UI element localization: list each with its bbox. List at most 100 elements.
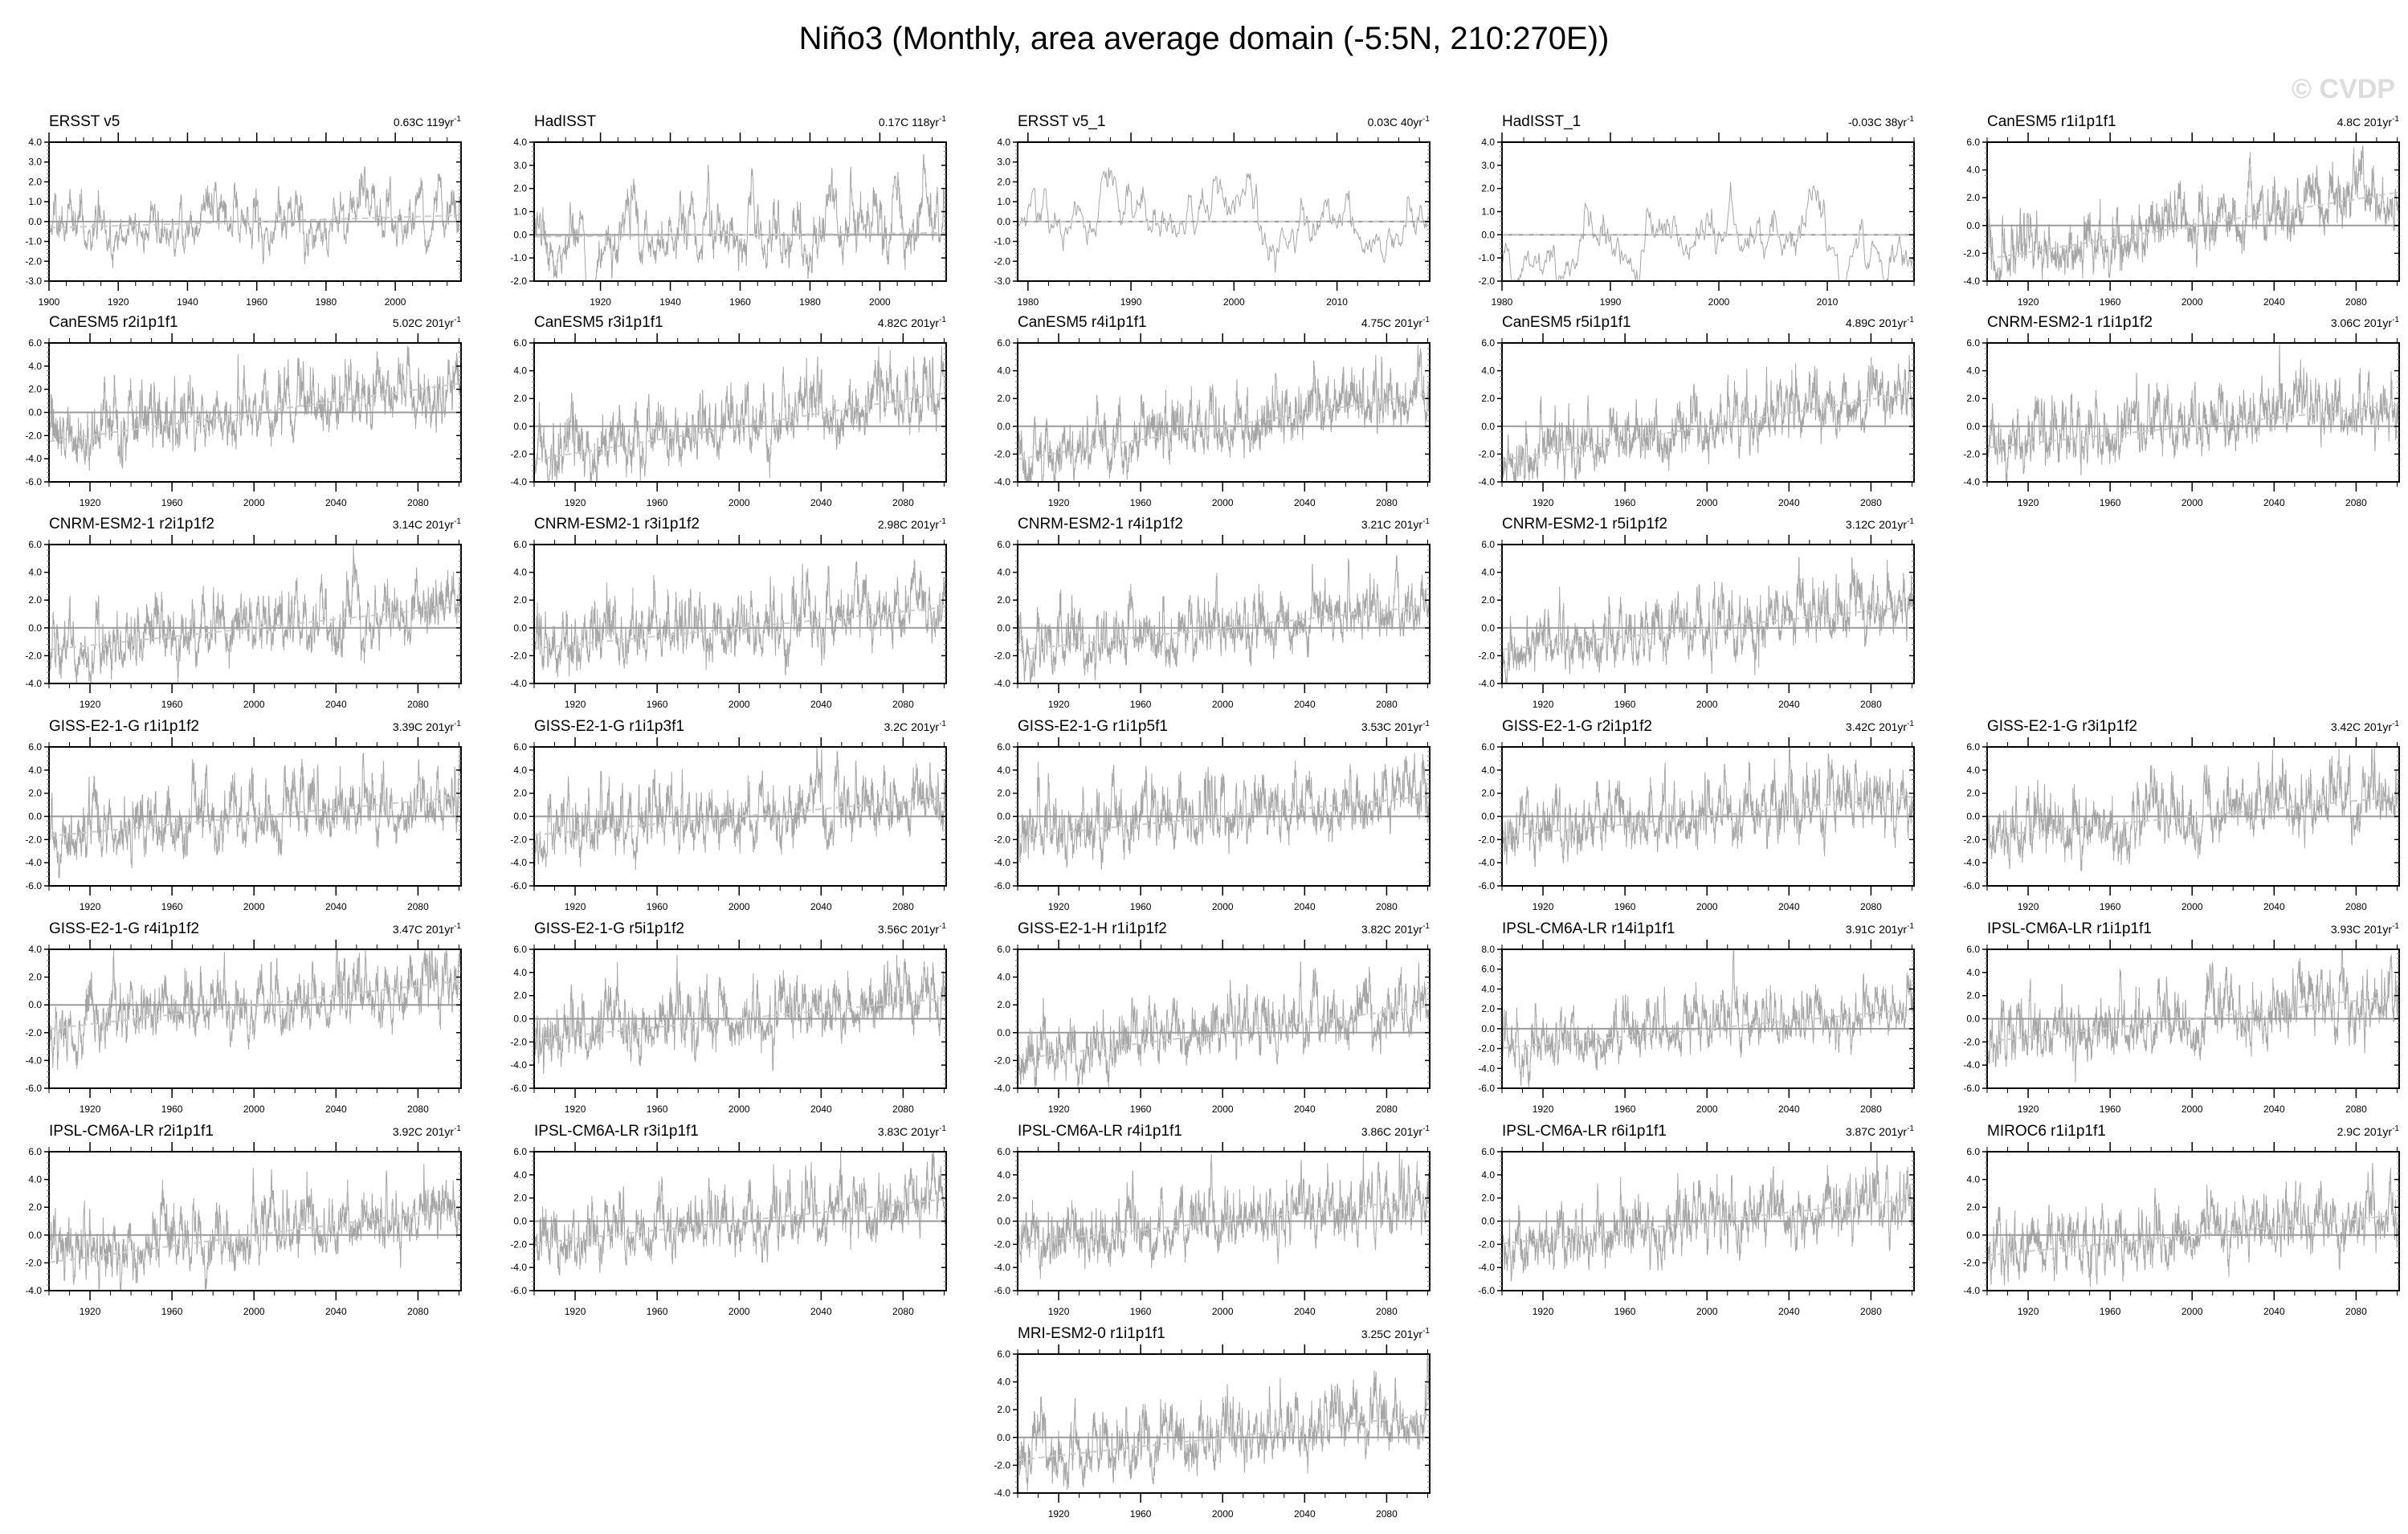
- x-tick-label: 2040: [810, 699, 832, 710]
- plot-frame: [533, 141, 947, 282]
- x-tick-label: 2080: [892, 1104, 914, 1115]
- x-tick-label: 2080: [1860, 1306, 1882, 1317]
- y-tick-label: 6.0: [513, 944, 527, 955]
- anomaly-series-line: [1017, 167, 1430, 273]
- y-tick-label: 2.0: [513, 788, 527, 799]
- trend-value: 4.82C: [878, 316, 908, 329]
- y-tick-label: -2.0: [1478, 834, 1495, 845]
- trend-line: [1986, 404, 2400, 449]
- x-tick-label: 1960: [1614, 497, 1636, 508]
- x-tick-label: 2040: [325, 901, 347, 912]
- trend-label: 3.47C 201yr-1: [393, 922, 462, 936]
- trend-value: 3.56C: [878, 923, 908, 936]
- y-tick-label: -2.0: [1963, 834, 1980, 845]
- trend-exponent: -1: [1907, 517, 1914, 526]
- y-tick-label: 4.0: [28, 567, 42, 578]
- y-tick-label: 0.0: [997, 622, 1010, 634]
- y-tick-label: -4.0: [1963, 857, 1980, 868]
- x-tick-label: 2000: [729, 1306, 750, 1317]
- y-tick-label: -2.0: [994, 1055, 1010, 1066]
- plot-frame: [1501, 544, 1915, 684]
- y-tick-label: 4.0: [1481, 983, 1495, 994]
- y-tick-label: 6.0: [28, 337, 42, 349]
- y-tick-label: -2.0: [1478, 1238, 1495, 1250]
- panel: GISS-E2-1-G r2i1p1f2 3.42C 201yr-1 -6.0 -4.…: [1478, 718, 1915, 912]
- y-tick-label: 0.0: [997, 421, 1010, 432]
- trend-exponent: -1: [2392, 316, 2399, 324]
- y-tick-label: 0.0: [28, 407, 42, 418]
- trend-exponent: -1: [454, 1124, 461, 1133]
- x-tick-label: 2040: [810, 497, 832, 508]
- y-tick-label: 2.0: [997, 788, 1010, 799]
- trend-exponent: -1: [1907, 1124, 1914, 1133]
- trend-label: 0.03C 40yr-1: [1368, 115, 1431, 129]
- y-tick-label: 4.0: [997, 567, 1010, 578]
- panel: IPSL-CM6A-LR r1i1p1f1 3.93C 201yr-1 -6.0 -4…: [1963, 920, 2400, 1115]
- trend-value: 2.9C: [2337, 1125, 2361, 1138]
- y-tick-label: -4.0: [994, 1262, 1010, 1273]
- x-tick-label: 2040: [325, 1306, 347, 1317]
- cvdp-watermark: © CVDP: [2292, 74, 2395, 104]
- trend-period: 201yr: [911, 1125, 939, 1138]
- trend-exponent: -1: [939, 115, 946, 124]
- y-tick-label: -2.0: [1478, 448, 1495, 459]
- x-tick-label: 2040: [2263, 1104, 2285, 1115]
- trend-label: 3.82C 201yr-1: [1361, 922, 1431, 936]
- y-tick-label: -2.0: [994, 1238, 1010, 1250]
- y-tick-label: 2.0: [28, 788, 42, 799]
- y-tick-label: -2.0: [1963, 1036, 1980, 1047]
- plot-frame: [1017, 1353, 1431, 1494]
- y-tick-label: -2.0: [994, 650, 1010, 661]
- trend-label: 3.42C 201yr-1: [1846, 720, 1915, 733]
- y-tick-label: 2.0: [997, 594, 1010, 606]
- anomaly-series-line: [48, 346, 462, 471]
- x-tick-label: 2040: [325, 1104, 347, 1115]
- trend-value: 4.89C: [1846, 316, 1875, 329]
- trend-line: [48, 214, 462, 229]
- y-tick-label: 4.0: [28, 1174, 42, 1185]
- trend-value: 3.53C: [1361, 720, 1391, 733]
- x-tick-label: 1960: [647, 1104, 668, 1115]
- anomaly-series-line: [1986, 949, 2400, 1083]
- anomaly-series-line: [1986, 746, 2400, 871]
- y-tick-label: 2.0: [513, 990, 527, 1002]
- x-tick-label: 2080: [1376, 699, 1398, 710]
- trend-value: 2.98C: [878, 518, 908, 531]
- y-tick-label: -4.0: [994, 678, 1010, 689]
- panel-title: CanESM5 r4i1p1f1: [1018, 314, 1147, 331]
- trend-label: 3.87C 201yr-1: [1846, 1124, 1915, 1138]
- x-tick-label: 2000: [385, 296, 406, 308]
- y-tick-label: -6.0: [1478, 880, 1495, 891]
- panel-title: CNRM-ESM2-1 r3i1p1f2: [534, 516, 700, 532]
- y-tick-label: 4.0: [1966, 165, 1980, 176]
- y-tick-label: -1.0: [1478, 252, 1495, 263]
- trend-value: 3.25C: [1361, 1328, 1391, 1340]
- x-tick-label: 1960: [647, 699, 668, 710]
- x-tick-label: 2080: [2345, 901, 2367, 912]
- x-tick-label: 2080: [1860, 497, 1882, 508]
- trend-period: 201yr: [2364, 1125, 2392, 1138]
- x-tick-label: 2000: [2181, 901, 2203, 912]
- trend-label: 3.25C 201yr-1: [1361, 1327, 1431, 1340]
- y-tick-label: 2.0: [997, 393, 1010, 404]
- y-tick-label: -1.0: [510, 252, 527, 263]
- trend-label: 4.8C 201yr-1: [2337, 115, 2400, 129]
- y-tick-label: -4.0: [1963, 476, 1980, 488]
- trend-value: 4.8C: [2337, 116, 2361, 129]
- y-tick-label: 0.0: [28, 1230, 42, 1241]
- y-tick-label: -1.0: [25, 236, 42, 247]
- x-tick-label: 1920: [80, 1306, 101, 1317]
- trend-value: 3.82C: [1361, 923, 1391, 936]
- x-tick-label: 2040: [2263, 901, 2285, 912]
- trend-value: 5.02C: [393, 316, 422, 329]
- y-tick-label: 0.0: [513, 622, 527, 634]
- x-tick-label: 2080: [1376, 497, 1398, 508]
- y-tick-label: 2.0: [1481, 183, 1495, 194]
- trend-label: 2.98C 201yr-1: [878, 517, 947, 531]
- y-tick-label: 0.0: [1481, 421, 1495, 432]
- trend-exponent: -1: [1422, 316, 1430, 324]
- x-tick-label: 2040: [1294, 1508, 1316, 1520]
- panel-title: MIROC6 r1i1p1f1: [1987, 1123, 2106, 1140]
- anomaly-series-line: [48, 1164, 462, 1291]
